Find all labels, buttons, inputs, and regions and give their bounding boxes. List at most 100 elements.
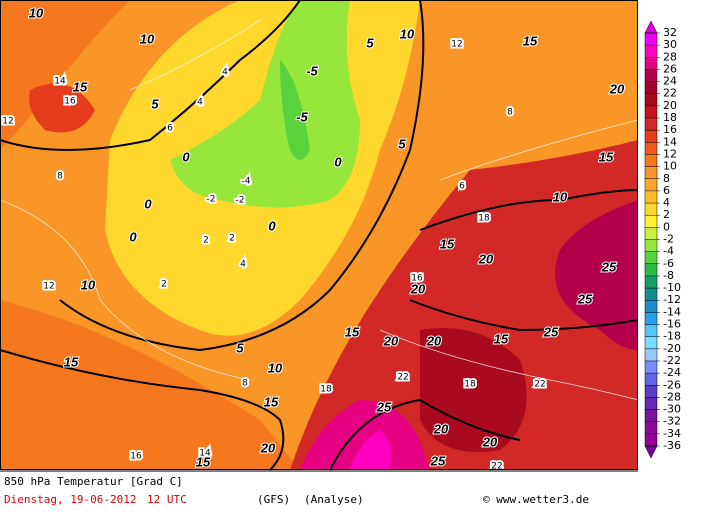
isotherm-label: 12 xyxy=(2,117,13,127)
map-field: 10 10 15 5 0 0 0 0 -5 -5 0 5 10 15 15 10… xyxy=(0,0,639,474)
isotherm-line xyxy=(379,329,639,401)
contour-label: 15 xyxy=(196,454,211,469)
isotherm-label: 4 xyxy=(240,260,246,270)
isotherm-label: 16 xyxy=(130,452,142,462)
isotherm-label: 14 xyxy=(54,77,66,87)
contour-label: -5 xyxy=(296,109,308,124)
contour-label: 25 xyxy=(577,291,593,306)
colorbar-swatch xyxy=(645,409,657,423)
colorbar-swatch xyxy=(645,69,657,83)
footer-credit: © www.wetter3.de xyxy=(483,493,589,506)
colorbar-label: -34 xyxy=(663,427,681,440)
colorbar-label: -28 xyxy=(663,390,681,403)
contour-label: 20 xyxy=(426,333,442,348)
colorbar-label: -26 xyxy=(663,378,681,391)
isotherm-label: 6 xyxy=(167,124,173,134)
region-pink xyxy=(350,430,392,470)
region-magenta xyxy=(300,400,430,470)
contour-label: 20 xyxy=(482,434,498,449)
colorbar-label: 32 xyxy=(663,26,677,39)
contour-label: 15 xyxy=(523,33,538,48)
colorbar-label: 14 xyxy=(663,135,677,148)
region-darkred xyxy=(555,200,638,350)
isotherm-label: 12 xyxy=(451,40,462,50)
colorbar-label: 30 xyxy=(663,38,677,51)
contour-label: 5 xyxy=(236,340,244,355)
colorbar-label: -14 xyxy=(663,305,681,318)
contour-label: 25 xyxy=(430,453,446,468)
colorbar-swatch xyxy=(645,239,657,253)
contour-label: -5 xyxy=(306,63,318,78)
contours xyxy=(0,0,639,471)
colorbar-swatch xyxy=(645,45,657,58)
colorbar-swatch xyxy=(645,263,657,277)
contour-label: 10 xyxy=(400,26,415,41)
colorbar-swatch xyxy=(645,33,657,46)
colorbar-label: -18 xyxy=(663,330,681,343)
contour-label: 5 xyxy=(398,136,406,151)
colorbar: 32302826242220181614121086420-2-4-6-8-10… xyxy=(644,20,681,459)
colorbar-label: 8 xyxy=(663,172,670,185)
colorbar-label: 12 xyxy=(663,147,677,160)
colorbar-label: 18 xyxy=(663,111,677,124)
contour-line xyxy=(0,0,301,151)
colorbar-swatch xyxy=(645,336,657,350)
isotherm-label: 14 xyxy=(199,449,211,459)
colorbar-label: 20 xyxy=(663,99,677,112)
contour-line xyxy=(0,349,285,471)
contour-label: 10 xyxy=(553,189,568,204)
colorbar-label: -16 xyxy=(663,318,681,331)
colorbar-swatch xyxy=(645,433,657,447)
isotherm-label: 16 xyxy=(64,97,76,107)
colorbar-swatch xyxy=(645,227,657,240)
colorbar-label: -12 xyxy=(663,293,681,306)
contour-label: 15 xyxy=(345,324,360,339)
colorbar-swatch xyxy=(645,300,657,313)
contour-label: 15 xyxy=(64,354,79,369)
footer: 850 hPa Temperatur [Grad C] Dienstag, 19… xyxy=(0,470,638,506)
colorbar-label: 24 xyxy=(663,75,677,88)
colorbar-swatch xyxy=(645,421,657,435)
isotherm-label: -4 xyxy=(242,177,251,187)
colorbar-label: 28 xyxy=(663,50,677,63)
colorbar-swatch xyxy=(645,166,657,180)
isotherms xyxy=(0,19,639,401)
warm-spot xyxy=(29,83,95,133)
colorbar-swatch xyxy=(645,190,657,204)
contour-label: 10 xyxy=(29,5,44,20)
colorbar-label: 26 xyxy=(663,62,677,75)
contour-label: 15 xyxy=(73,79,88,94)
isotherm-label: 8 xyxy=(242,379,248,389)
isotherm-label: 22 xyxy=(534,380,545,390)
colorbar-label: 10 xyxy=(663,160,677,173)
isotherm-label: 12 xyxy=(43,282,54,292)
contour-label: 5 xyxy=(151,96,159,111)
isotherm-label: 2 xyxy=(161,280,167,290)
colorbar-swatch xyxy=(645,93,657,107)
contour-line xyxy=(329,398,521,471)
contour-label: 0 xyxy=(129,229,137,244)
colorbar-swatch xyxy=(645,57,657,70)
region-darkred-2 xyxy=(420,328,527,452)
colorbar-label: 22 xyxy=(663,87,677,100)
colorbar-label: -36 xyxy=(663,439,681,452)
colorbar-swatch xyxy=(645,288,657,301)
colorbar-label: 16 xyxy=(663,123,677,136)
colorbar-swatch xyxy=(645,130,657,143)
contour-label: 5 xyxy=(366,35,374,50)
colorbar-arrow-top xyxy=(644,20,658,34)
colorbar-swatch xyxy=(645,154,657,168)
isotherm-label: 18 xyxy=(320,385,332,395)
isotherm-label: 18 xyxy=(464,380,476,390)
contour-label: 20 xyxy=(478,251,494,266)
colorbar-label: 4 xyxy=(663,196,670,209)
region-green xyxy=(170,0,360,208)
colorbar-swatch xyxy=(645,251,657,265)
isotherm-line xyxy=(0,199,251,381)
isotherm-label: 8 xyxy=(507,108,513,118)
contour-label: 0 xyxy=(182,149,190,164)
contour-label: 10 xyxy=(81,277,96,292)
colorbar-swatch xyxy=(645,105,657,119)
colorbar-swatch xyxy=(645,397,657,411)
footer-date: Dienstag, 19-06-2012 xyxy=(4,493,136,506)
